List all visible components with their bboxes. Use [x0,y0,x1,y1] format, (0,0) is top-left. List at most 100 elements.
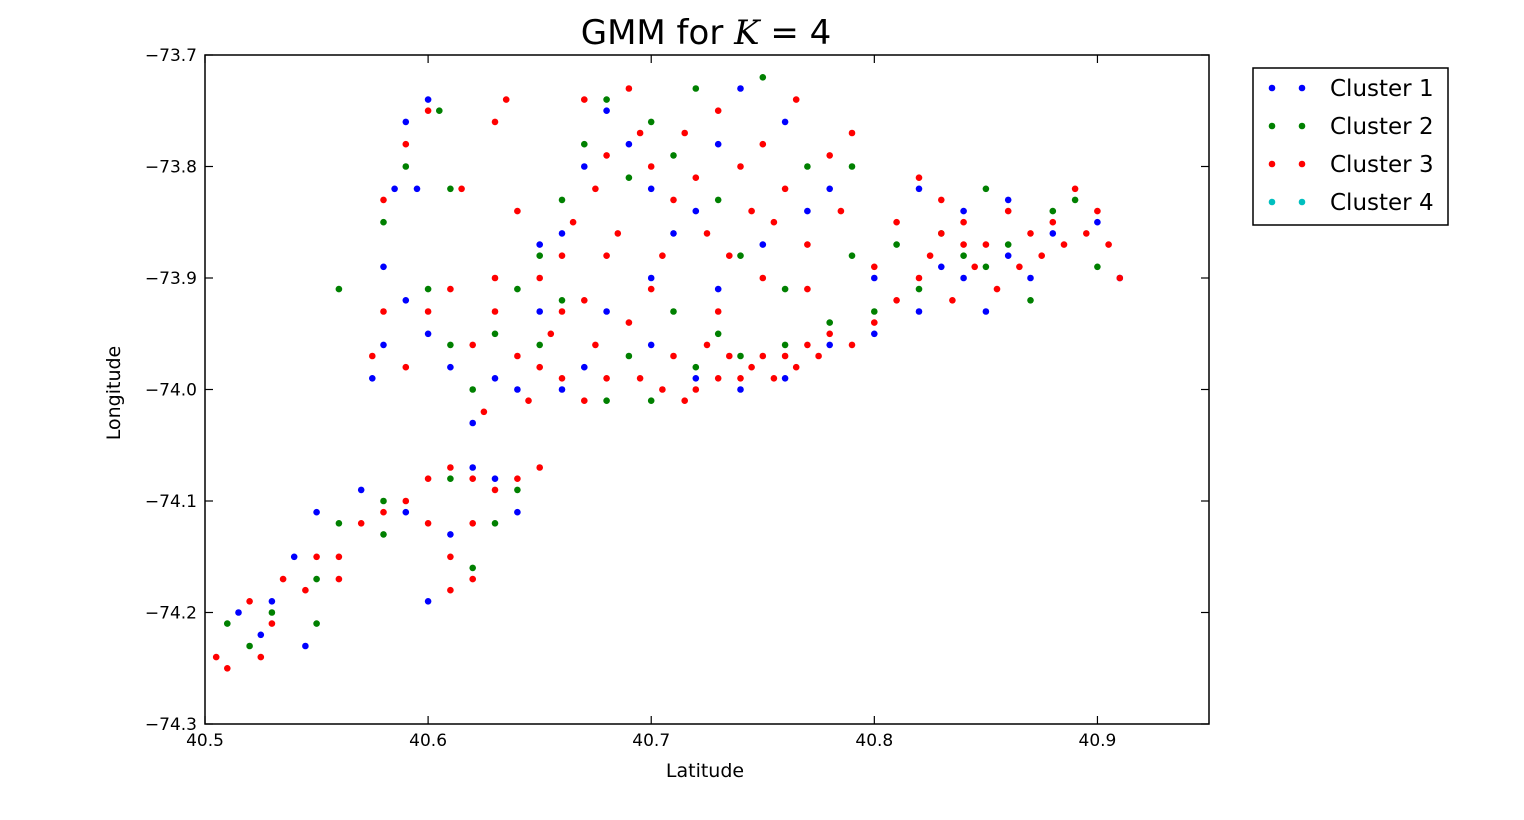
data-point [547,330,555,338]
y-tick-label: −73.7 [145,46,197,66]
data-point [469,386,477,393]
data-point [558,386,566,393]
legend-label: Cluster 1 [1330,76,1434,102]
data-point [960,252,967,259]
data-point [759,74,767,81]
data-point [491,520,499,527]
data-points-layer [212,74,1124,672]
data-point [536,464,543,471]
data-point [335,575,343,583]
data-point [380,308,387,315]
legend-marker [1298,122,1306,130]
data-point [871,308,878,315]
data-point [402,497,410,505]
data-point [1027,297,1034,304]
data-point [960,241,967,248]
data-point [514,352,521,360]
data-point [982,185,990,193]
data-point [1004,207,1012,215]
data-point [737,375,744,382]
data-point [848,163,856,170]
data-point [279,575,287,583]
data-point [536,241,543,248]
data-point [268,598,276,605]
data-point [848,341,856,349]
data-point [536,341,543,349]
data-point [424,308,432,315]
data-point [302,642,309,650]
data-point [558,196,566,204]
legend-marker [1298,84,1306,92]
data-point [826,152,833,159]
data-point [514,486,521,494]
data-point [424,598,432,605]
data-point [781,375,789,382]
legend-marker [1268,122,1276,130]
data-point [235,609,242,616]
data-point [402,163,410,170]
data-point [558,252,566,259]
data-point [1071,185,1079,193]
data-point [514,508,521,516]
data-point [804,285,811,293]
legend-label: Cluster 3 [1330,152,1434,178]
data-point [491,475,499,483]
data-point [536,252,543,259]
x-axis-label: Latitude [666,760,744,782]
data-point [491,375,499,382]
data-point [313,508,320,516]
data-point [603,96,610,103]
data-point [603,308,610,315]
data-point [737,386,744,393]
data-point [380,341,387,349]
data-point [636,375,644,382]
legend-marker [1268,160,1276,168]
data-point [469,520,477,527]
data-point [647,185,655,193]
legend: Cluster 1 Cluster 2 Cluster 3 Cluster 4 [1252,67,1449,226]
data-point [469,575,477,583]
data-point [792,363,800,371]
data-point [357,520,365,527]
y-axis-label: Longitude [103,346,125,441]
data-point [982,308,990,315]
data-point [670,196,677,204]
data-point [257,653,265,661]
data-point [781,285,789,293]
legend-entries: Cluster 1 Cluster 2 Cluster 3 Cluster 4 [1268,76,1434,216]
data-point [592,341,599,349]
data-point [246,642,253,650]
legend-entry: Cluster 3 [1268,152,1434,178]
legend-marker [1298,160,1306,168]
data-point [581,163,588,170]
data-point [491,274,499,282]
data-point [625,174,633,181]
data-point [424,96,432,103]
data-point [804,163,811,170]
data-point [335,285,343,293]
data-point [848,252,856,259]
data-point [514,386,521,393]
data-point [960,218,967,226]
data-point [313,575,320,583]
data-point [748,207,755,215]
data-point [380,531,387,538]
data-point [915,185,923,193]
data-point [357,486,365,494]
chart-title: GMM for K = 4 [581,13,832,53]
data-point [647,163,655,170]
data-point [714,285,722,293]
data-point [748,363,755,371]
legend-box [1252,67,1449,226]
legend-label: Cluster 2 [1330,114,1434,140]
data-point [447,586,454,594]
data-point [514,475,521,483]
data-point [915,274,923,282]
data-point [1004,241,1012,248]
data-point [703,230,711,237]
data-point [938,263,945,271]
data-point [1004,196,1012,204]
data-point [514,285,521,293]
data-point [581,397,588,405]
data-point [402,140,410,148]
